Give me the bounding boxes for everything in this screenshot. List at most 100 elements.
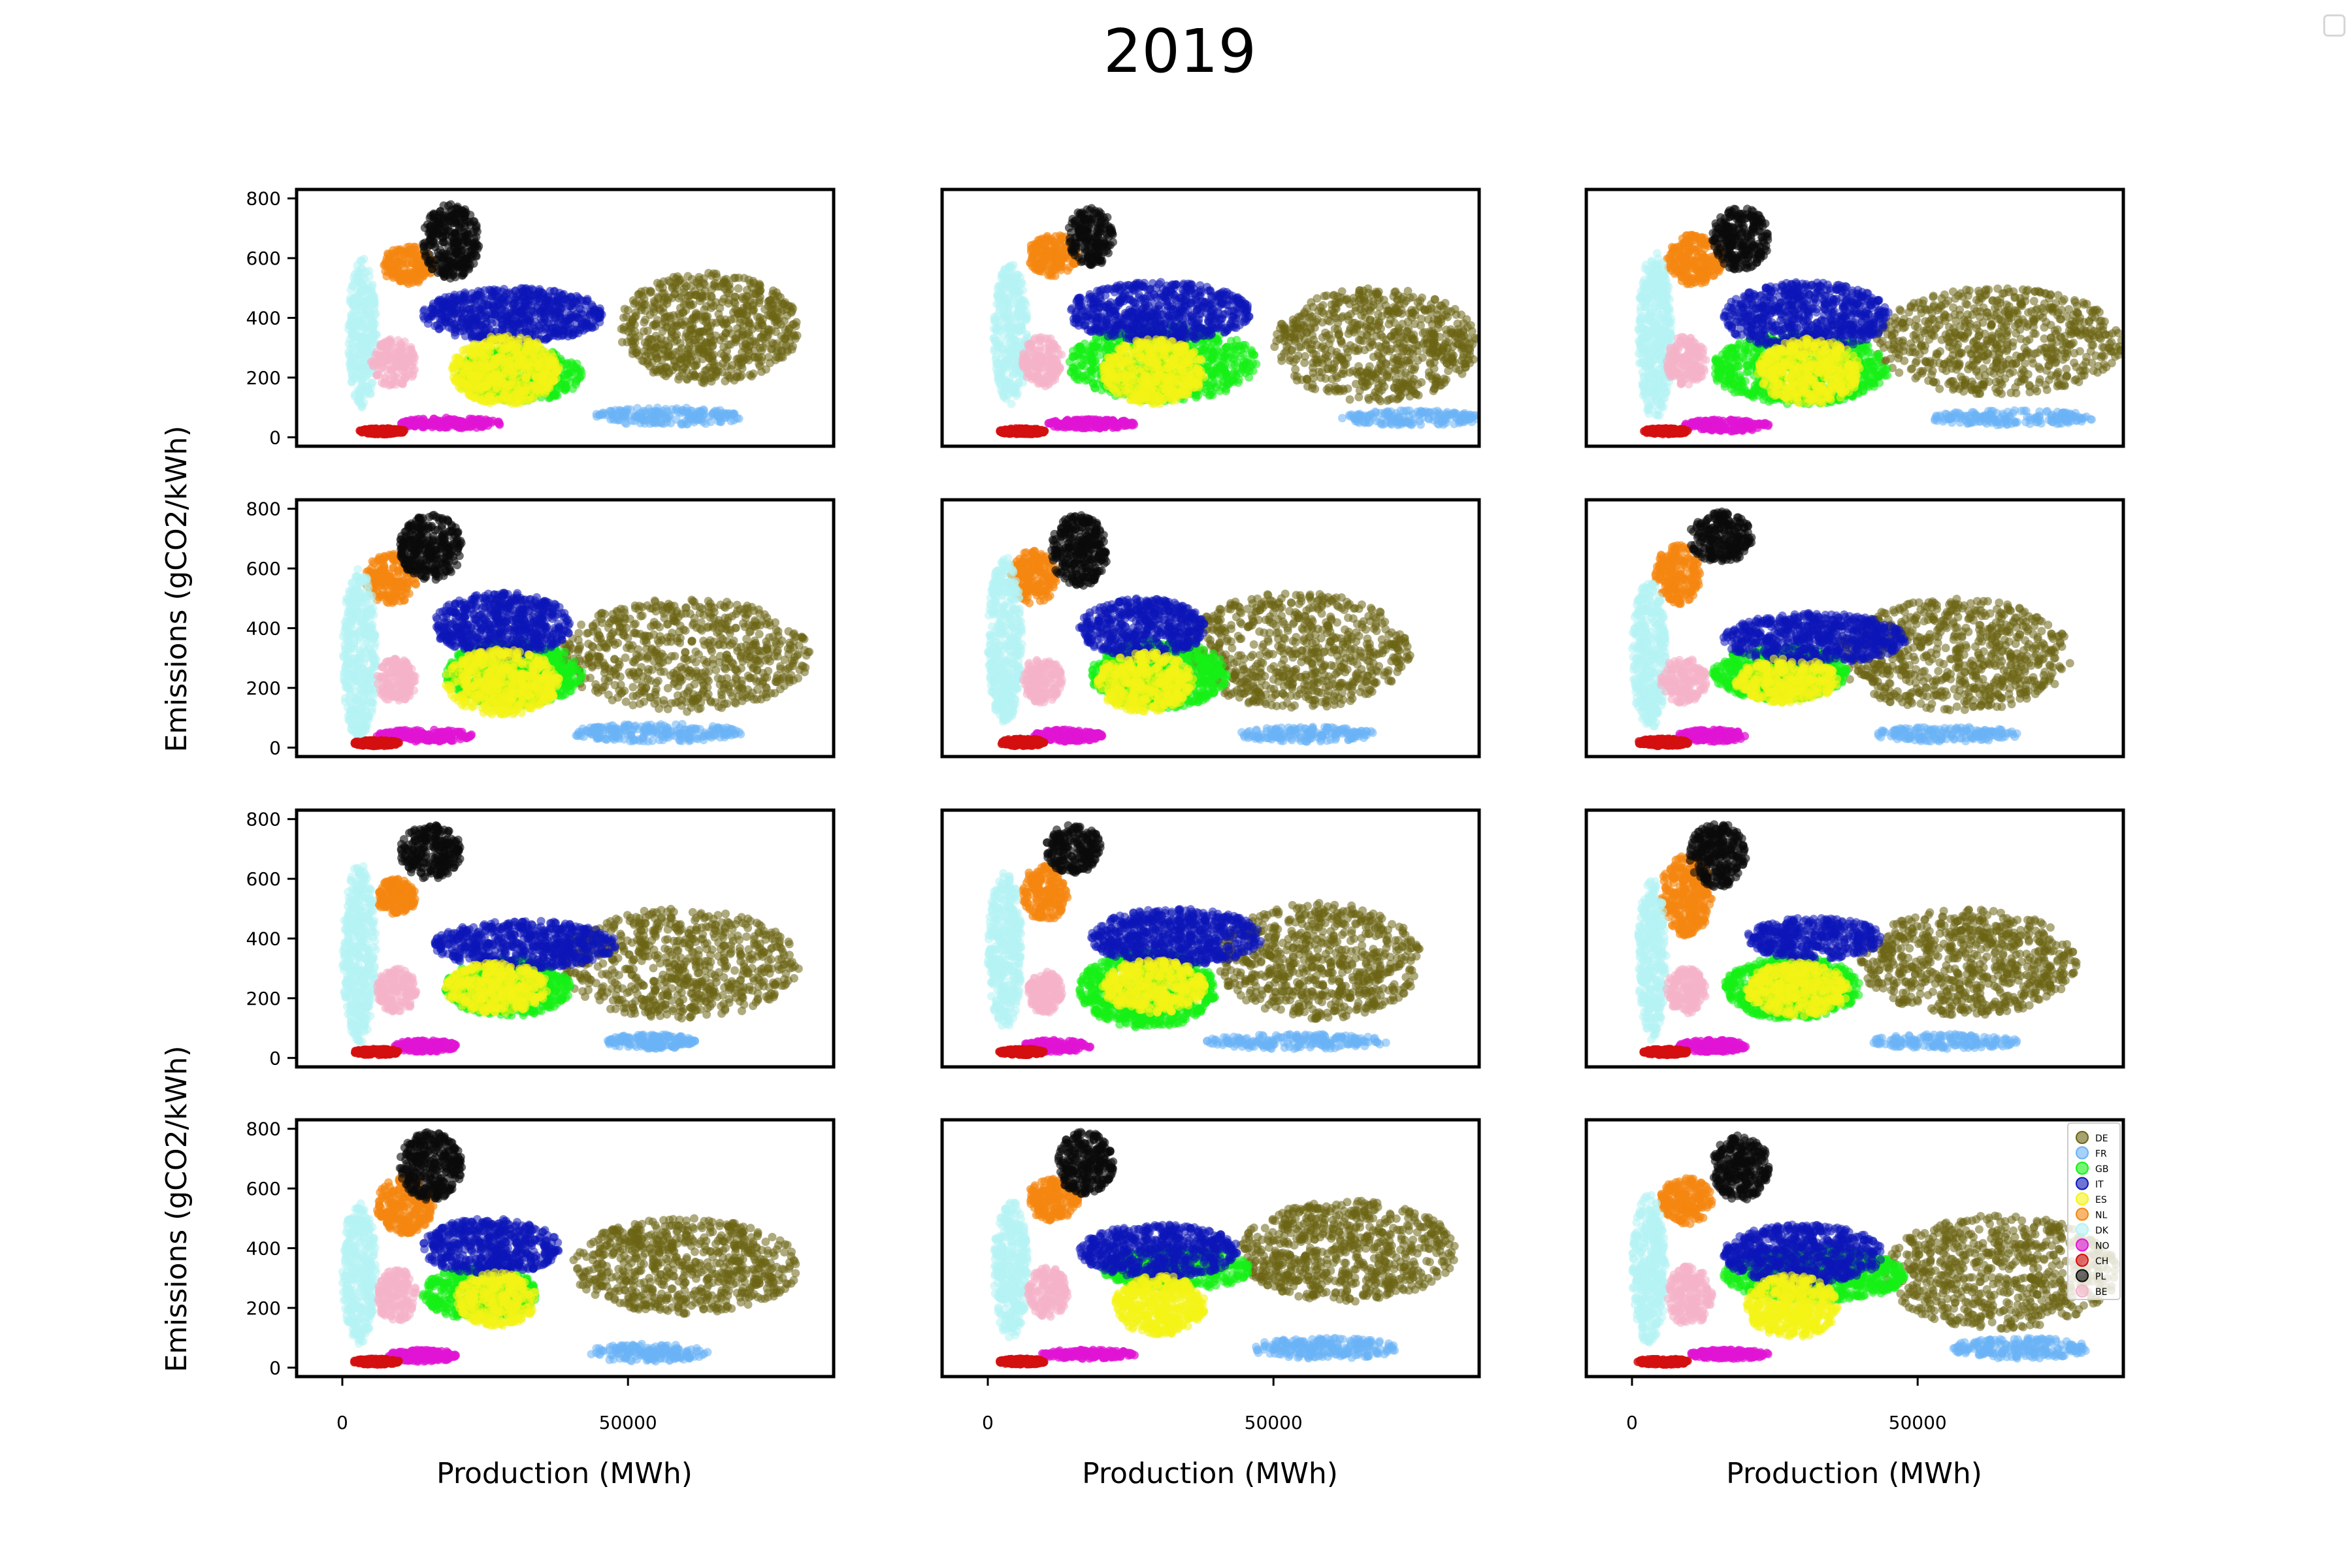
point-DE xyxy=(785,338,794,348)
point-IT xyxy=(474,312,483,321)
point-ES xyxy=(466,370,475,380)
point-DK xyxy=(368,292,377,301)
point-DE xyxy=(768,344,777,353)
point-DK xyxy=(368,322,378,331)
point-NO xyxy=(445,416,454,425)
point-NO xyxy=(433,416,442,425)
point-DE xyxy=(1418,353,1427,362)
point-DE xyxy=(1394,325,1403,335)
point-DK xyxy=(346,286,355,295)
point-DE xyxy=(772,339,781,348)
point-DK xyxy=(346,321,355,331)
point-DE xyxy=(1418,293,1426,302)
point-NL xyxy=(408,259,417,268)
point-PL xyxy=(451,218,461,227)
point-IT xyxy=(470,321,480,330)
point-DE xyxy=(1398,332,1407,341)
point-ES xyxy=(523,369,532,378)
point-FR xyxy=(728,410,738,419)
point-DE xyxy=(1401,382,1410,391)
point-DE xyxy=(1444,367,1453,376)
point-FR xyxy=(608,407,617,416)
point-DE xyxy=(1318,333,1327,342)
panel-2 xyxy=(940,188,1481,448)
point-DE xyxy=(1361,323,1370,332)
point-DE xyxy=(1424,368,1433,377)
point-IT xyxy=(515,309,525,318)
point-DE xyxy=(690,338,699,348)
point-ES xyxy=(470,340,479,349)
point-ES xyxy=(517,393,526,402)
point-BE xyxy=(406,343,416,351)
point-DE xyxy=(1405,348,1414,357)
point-PL xyxy=(442,212,451,221)
point-DE xyxy=(1359,307,1368,316)
point-CH xyxy=(378,430,387,438)
point-DE xyxy=(670,337,679,346)
point-DE xyxy=(672,284,681,293)
point-IT xyxy=(423,319,433,328)
point-ES xyxy=(491,340,500,350)
point-IT xyxy=(487,286,495,295)
point-DK xyxy=(355,297,364,306)
point-DE xyxy=(634,301,644,310)
point-DE xyxy=(1319,309,1328,318)
point-PL xyxy=(419,239,428,248)
point-DE xyxy=(1442,375,1450,384)
point-DE xyxy=(755,313,764,322)
point-NO xyxy=(451,420,460,429)
point-PL xyxy=(460,208,469,217)
point-DE xyxy=(625,321,634,331)
point-ES xyxy=(449,373,458,382)
point-DE xyxy=(1397,351,1407,359)
point-DE xyxy=(641,316,650,324)
point-DE xyxy=(645,288,655,297)
point-DE xyxy=(1444,338,1453,347)
point-IT xyxy=(475,332,484,341)
point-FR xyxy=(1418,407,1428,416)
point-DE xyxy=(1333,331,1343,340)
point-DE xyxy=(734,329,743,338)
point-DE xyxy=(1443,352,1452,361)
point-DE xyxy=(1362,378,1371,387)
point-DE xyxy=(652,365,661,374)
point-DE xyxy=(724,340,733,349)
point-PL xyxy=(429,210,438,220)
point-DE xyxy=(753,321,762,330)
point-IT xyxy=(487,292,496,301)
point-DE xyxy=(1462,315,1471,324)
point-DE xyxy=(1354,393,1364,402)
point-DE xyxy=(732,372,742,382)
point-BE xyxy=(408,370,417,380)
point-ES xyxy=(495,378,504,387)
point-DE xyxy=(1370,372,1379,382)
point-DE xyxy=(1291,365,1300,374)
point-DK xyxy=(356,321,365,330)
point-DE xyxy=(724,282,733,291)
point-DE xyxy=(1434,319,1443,329)
point-NL xyxy=(396,246,404,255)
point-PL xyxy=(452,204,461,213)
point-DE xyxy=(1428,349,1437,358)
point-IT xyxy=(481,313,490,322)
point-IT xyxy=(419,306,428,316)
point-ES xyxy=(480,387,489,397)
point-IT xyxy=(499,293,508,302)
point-DE xyxy=(1294,351,1303,360)
point-DE xyxy=(676,275,685,284)
point-DE xyxy=(712,318,721,327)
point-DE xyxy=(1290,324,1299,333)
point-DE xyxy=(1374,287,1383,297)
point-DE xyxy=(1324,383,1333,392)
point-GB xyxy=(565,368,574,377)
point-ES xyxy=(483,359,492,368)
point-DE xyxy=(1392,344,1401,353)
point-DE xyxy=(785,323,794,333)
point-DE xyxy=(749,305,759,314)
point-GB xyxy=(572,363,581,372)
point-DE xyxy=(1385,395,1394,404)
point-DE xyxy=(651,343,661,352)
point-IT xyxy=(517,316,527,325)
point-DE xyxy=(659,367,668,376)
